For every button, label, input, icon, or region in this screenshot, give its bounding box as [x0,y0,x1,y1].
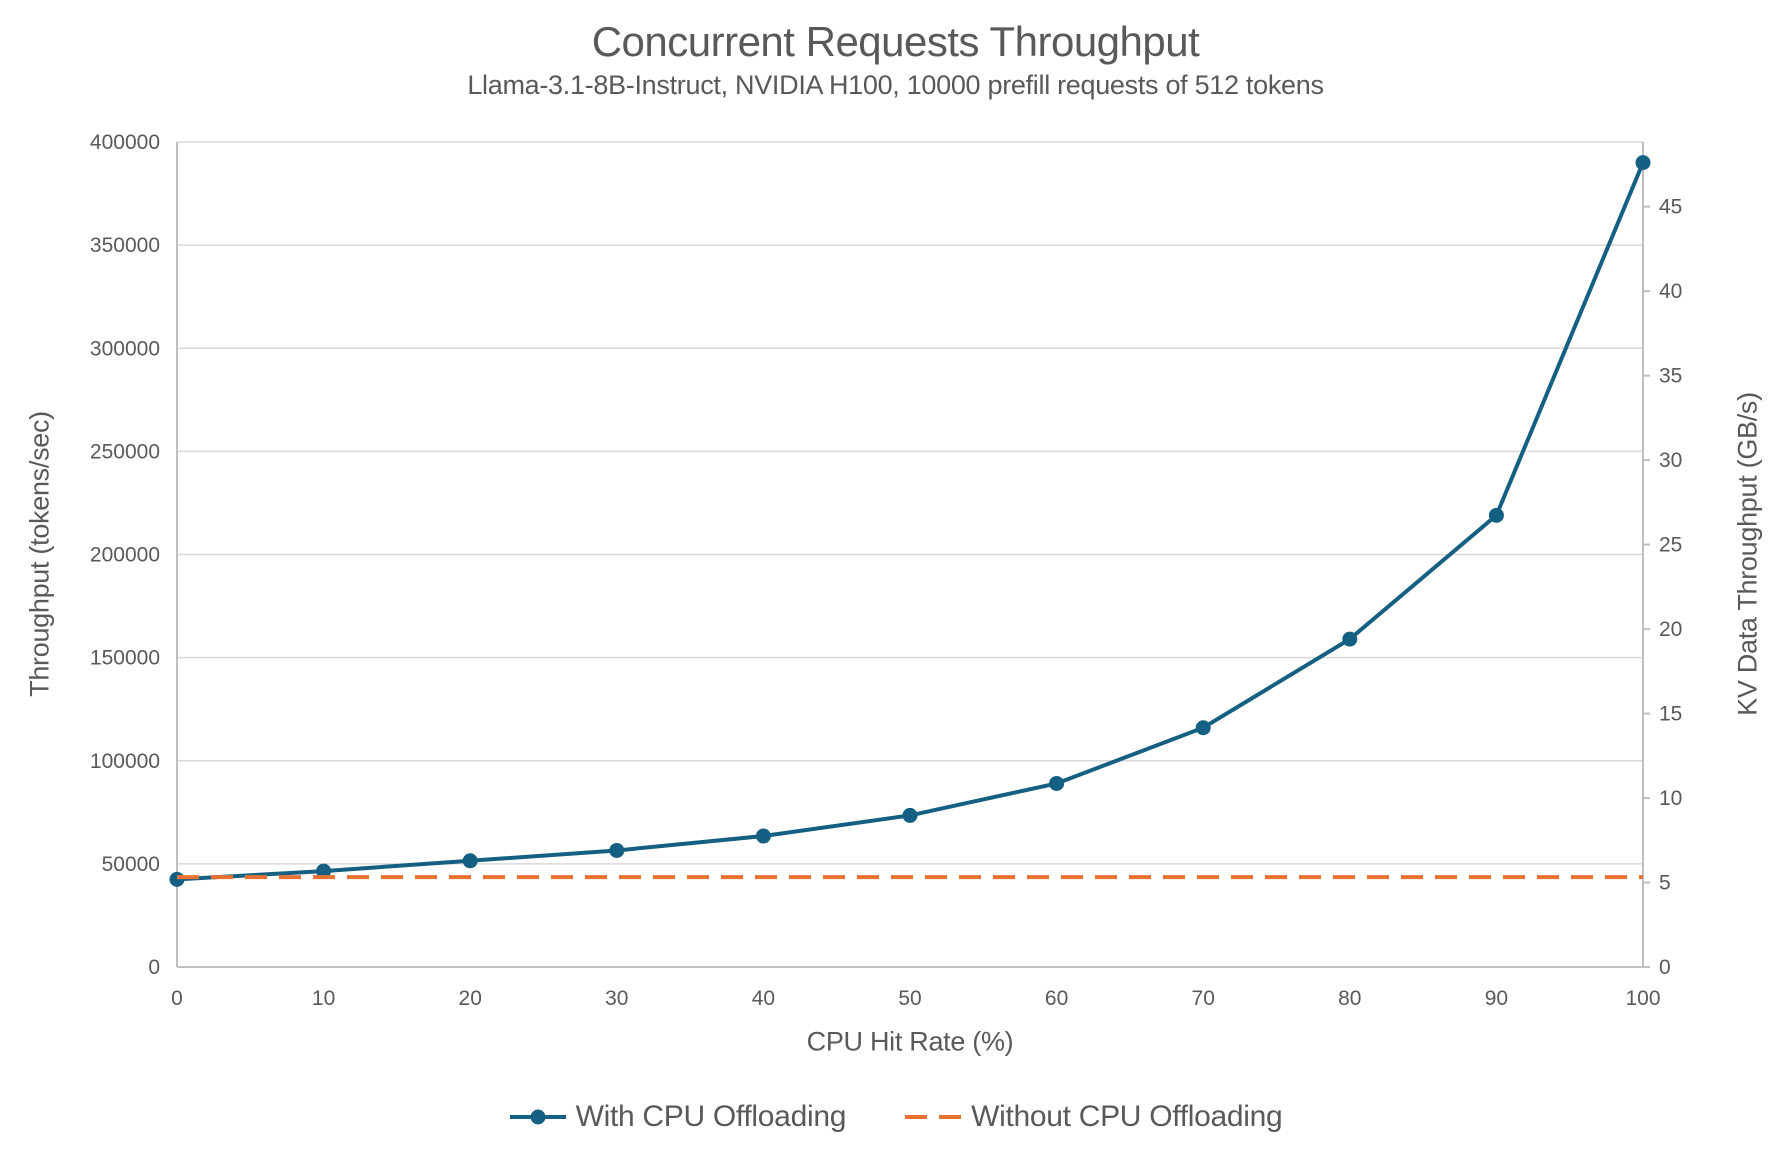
svg-text:40: 40 [1659,280,1682,303]
svg-text:5: 5 [1659,872,1671,895]
svg-text:250000: 250000 [90,440,160,463]
data-point [1635,155,1651,171]
data-point [462,853,478,869]
series-with-cpu-offloading [169,155,1651,887]
svg-text:300000: 300000 [90,337,160,360]
legend-item-with-cpu-offloading: With CPU Offloading [509,1100,847,1134]
chart-title: Concurrent Requests Throughput [591,18,1200,65]
dashed-line-icon [905,1115,962,1119]
y-axis-title: Throughput (tokens/sec) [24,411,55,697]
svg-text:150000: 150000 [90,647,160,670]
svg-text:100000: 100000 [90,750,160,773]
svg-text:400000: 400000 [90,131,160,154]
legend: With CPU Offloading Without CPU Offloadi… [0,1100,1791,1134]
y-tick-labels: 0 50000 100000 150000 200000 250000 300000 3500… [90,131,160,979]
svg-text:0: 0 [1659,956,1671,979]
y2-tick-labels: 0 5 10 15 20 25 30 35 40 45 [1659,196,1682,979]
svg-text:15: 15 [1659,703,1682,726]
svg-text:50000: 50000 [102,853,160,876]
svg-text:20: 20 [1659,618,1682,641]
data-point [1195,720,1211,736]
chart-subtitle: Llama-3.1-8B-Instruct, NVIDIA H100, 1000… [467,70,1324,100]
svg-text:30: 30 [605,987,628,1010]
data-point [755,828,771,844]
data-point [609,842,625,858]
x-tick-labels: 0 10 20 30 40 50 60 70 80 90 100 [171,987,1660,1010]
svg-text:60: 60 [1045,987,1068,1010]
data-point [1488,507,1504,523]
svg-text:35: 35 [1659,365,1682,388]
svg-text:200000: 200000 [90,544,160,567]
svg-text:50: 50 [898,987,921,1010]
svg-text:20: 20 [459,987,482,1010]
svg-text:80: 80 [1338,987,1361,1010]
legend-item-without-cpu-offloading: Without CPU Offloading [904,1100,1283,1134]
line-marker-icon [509,1109,566,1125]
svg-text:0: 0 [148,956,160,979]
y2-tick-marks [1643,205,1650,968]
data-point [902,807,918,823]
svg-text:25: 25 [1659,534,1682,557]
gridlines [177,141,1643,865]
svg-text:100: 100 [1625,987,1660,1010]
svg-text:350000: 350000 [90,234,160,257]
svg-text:10: 10 [312,987,335,1010]
svg-text:45: 45 [1659,196,1682,219]
svg-text:90: 90 [1485,987,1508,1010]
svg-text:40: 40 [752,987,775,1010]
svg-text:30: 30 [1659,449,1682,472]
legend-label: With CPU Offloading [575,1100,847,1133]
data-point [169,871,185,887]
legend-label: Without CPU Offloading [971,1100,1283,1133]
svg-text:10: 10 [1659,787,1682,810]
svg-text:0: 0 [171,987,183,1010]
data-point [1342,631,1358,647]
svg-text:70: 70 [1192,987,1215,1010]
y2-axis-title: KV Data Throughput (GB/s) [1732,392,1763,716]
data-point [316,863,332,879]
axis-lines [176,142,1644,968]
x-axis-title: CPU Hit Rate (%) [806,1026,1014,1057]
data-point [1049,775,1065,791]
